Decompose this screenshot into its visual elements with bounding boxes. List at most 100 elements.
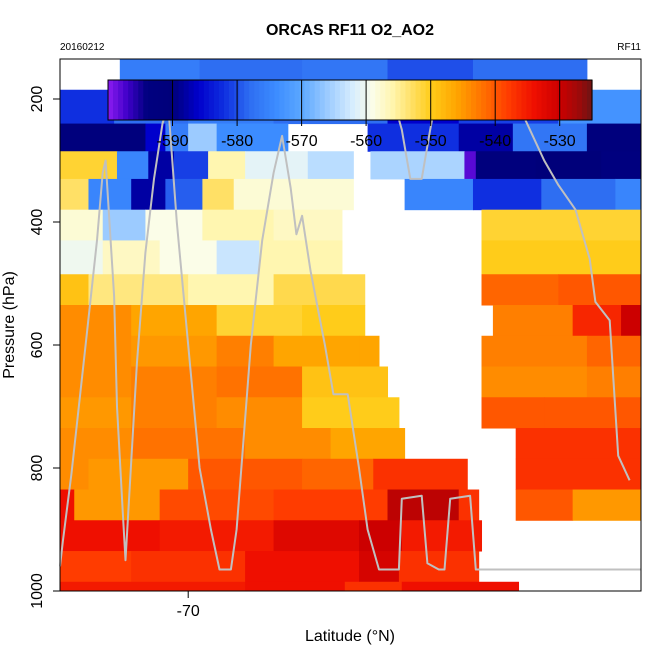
colorbar-segment (324, 80, 331, 120)
heatmap-cell (245, 551, 360, 583)
heatmap-cell (572, 489, 642, 521)
colorbar-segment (244, 80, 250, 120)
colorbar-segment (365, 80, 371, 120)
colorbar-segment (400, 80, 407, 120)
colorbar-strip (108, 80, 593, 120)
heatmap-cell (572, 305, 622, 337)
heatmap-cell (60, 428, 132, 460)
colorbar-segment (445, 80, 452, 120)
colorbar-segment (299, 80, 306, 120)
colorbar-segment (188, 80, 195, 120)
heatmap-cell (233, 178, 354, 211)
heatmap-cell (404, 178, 474, 211)
colorbar-segment (455, 80, 462, 120)
colorbar-segment (113, 80, 119, 120)
colorbar-segment (334, 80, 341, 120)
colorbar-segment (491, 80, 497, 120)
colorbar-tick-label: -590 (156, 133, 188, 150)
flight-label: RF11 (617, 42, 641, 53)
colorbar-segment (284, 80, 291, 120)
heatmap-cell (475, 151, 537, 180)
colorbar-segment (339, 80, 346, 120)
heatmap-cell (88, 178, 132, 211)
heatmap-cell (273, 274, 366, 306)
colorbar-segment (506, 80, 512, 120)
colorbar-segment (223, 80, 230, 120)
heatmap-cell (359, 366, 389, 398)
y-axis: 200 400 600 800 1000 (29, 86, 60, 609)
colorbar-segment (440, 80, 447, 120)
colorbar-segment (551, 80, 558, 120)
heatmap-cell (131, 305, 218, 337)
heatmap-cell (60, 305, 132, 337)
heatmap-cell (159, 240, 218, 275)
colorbar-segment (450, 80, 457, 120)
heatmap-cell (481, 335, 588, 368)
heatmap-cell (60, 178, 89, 211)
colorbar-segment (193, 80, 200, 120)
colorbar-segment (118, 80, 124, 120)
colorbar-segment (501, 80, 507, 120)
heatmap-cell (60, 151, 118, 180)
colorbar-segment (279, 80, 286, 120)
colorbar-ticks: -590 -580 -570 -560 -550 -540 -530 (156, 80, 576, 150)
heatmap-cell (458, 489, 480, 521)
colorbar-segment (269, 80, 275, 120)
heatmap-cell (481, 240, 642, 275)
heatmap-cell (273, 520, 360, 552)
colorbar-segment (526, 80, 533, 120)
colorbar-segment (516, 80, 523, 120)
heatmap-cell (116, 151, 149, 180)
colorbar-segment (350, 80, 356, 120)
colorbar-segment (536, 80, 543, 120)
heatmap-cell (373, 458, 468, 491)
colorbar-segment (410, 80, 417, 120)
heatmap-cell (131, 551, 246, 583)
colorbar-segment (541, 80, 548, 120)
heatmap-cell (273, 335, 360, 368)
colorbar-segment (521, 80, 528, 120)
colorbar-tick-label: -580 (221, 133, 253, 150)
y-tick-label: 1000 (29, 573, 46, 609)
colorbar-segment (576, 80, 583, 120)
date-label: 20160212 (60, 42, 105, 53)
colorbar-segment (355, 80, 361, 120)
colorbar-segment (385, 80, 391, 120)
heatmap-cell (558, 274, 642, 306)
heatmap-cell (535, 151, 602, 180)
colorbar-frame (107, 79, 593, 121)
y-tick-label: 400 (29, 209, 46, 236)
colorbar-tick-label: -550 (415, 133, 447, 150)
x-axis: -70 (177, 591, 200, 620)
heatmap-cell (188, 458, 303, 491)
colorbar-segment (511, 80, 517, 120)
colorbar-segment (566, 80, 573, 120)
y-tick-label: 600 (29, 332, 46, 359)
heatmap-cell (60, 458, 89, 491)
y-tick-label: 200 (29, 86, 46, 113)
colorbar-segment (229, 80, 235, 120)
heatmap-cell (188, 274, 275, 306)
heatmap-cell (401, 581, 520, 592)
heatmap-cell (515, 458, 642, 491)
heatmap-cell (481, 366, 588, 398)
colorbar-segment (163, 80, 170, 120)
heatmap-cell (131, 335, 218, 368)
colorbar-segment (496, 80, 502, 120)
heatmap-cell (398, 551, 480, 583)
colorbar-segment (395, 80, 402, 120)
heatmap-cell (216, 123, 289, 152)
colorbar-segment (158, 80, 165, 120)
colorbar-segment (314, 80, 321, 120)
heatmap-cell (173, 151, 209, 180)
heatmap-cell (131, 428, 246, 460)
heatmap-cell (159, 520, 275, 552)
heatmap-cell (512, 123, 588, 152)
heatmap-cell (615, 178, 642, 211)
colorbar-segment (178, 80, 185, 120)
heatmap-cell (148, 151, 175, 180)
x-axis-label: Latitude (°N) (305, 628, 395, 645)
colorbar: -590 -580 -570 -560 -550 -540 -530 (107, 79, 593, 150)
heatmap-cell (259, 240, 343, 275)
